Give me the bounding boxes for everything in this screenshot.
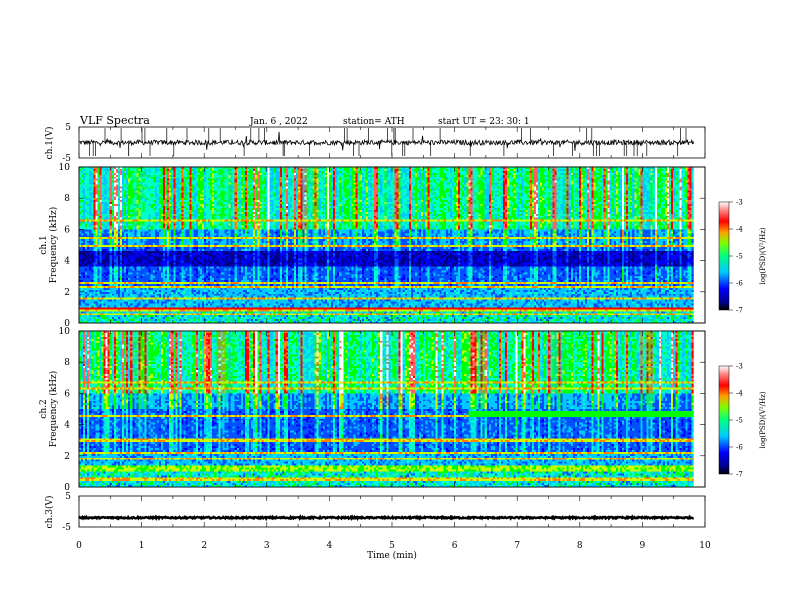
freq-tick-label: 4 [64,421,70,431]
ch1-ylabel: ch.1(V) [44,127,55,160]
ch2-spectrogram-ticks [78,330,706,488]
ch1-waveform-panel: 5 -5 ch.1(V) [44,123,706,164]
station-label: station= ATH [343,117,405,127]
ch1-spectrogram-image [79,167,694,323]
freq-tick-label: 0 [64,483,70,493]
colorbar-tick-label: -6 [736,280,743,288]
freq-tick-label: 4 [64,257,70,267]
colorbar-tick-label: -5 [736,253,743,261]
waveform-line [78,131,695,151]
ch3-waveform-trace [78,514,694,522]
ch1-colorbar: -3 -4 -5 -6 -7 log(PSD)(V²/Hz) [718,199,767,315]
time-tick-label: 7 [514,541,520,551]
ch1-colorbar-label: log(PSD)(V²/Hz) [759,227,767,284]
ch2-spec-ylabel-freq: Frequency (kHz) [48,371,59,448]
ch1-ytick-top: 5 [65,123,71,133]
time-tick-label: 0 [76,541,82,551]
colorbar-tick-label: -7 [736,471,743,479]
ch1-waveform-trace [78,128,695,156]
ch2-spectrogram-ytick-labels: 0 2 4 6 8 10 [59,327,71,493]
time-tick-label: 4 [327,541,333,551]
waveform-line [78,514,694,522]
ch3-ytick-top: 5 [65,492,71,502]
ch2-colorbar-label: log(PSD)(V²/Hz) [759,391,767,448]
time-axis-tick-labels: 0 1 2 3 4 5 6 7 8 9 10 [76,541,711,551]
freq-tick-label: 2 [64,288,70,298]
spectrogram-raster [79,167,694,323]
ch2-spec-ylabel-channel: ch.2 [39,399,49,418]
colorbar-tick-label: -6 [736,444,743,452]
ch1-ytick-bottom: -5 [62,154,71,164]
freq-tick-label: 8 [64,194,70,204]
ch2-spectrogram-image [79,331,694,487]
time-tick-label: 5 [389,541,395,551]
freq-tick-label: 2 [64,452,70,462]
colorbar-tick-label: -3 [736,363,743,371]
freq-tick-label: 10 [59,163,71,173]
spectrogram-raster [79,331,694,487]
time-tick-label: 3 [264,541,270,551]
ch2-colorbar-ticks: -3 -4 -5 -6 -7 [729,363,743,479]
freq-tick-label: 6 [64,225,70,235]
ch3-ylabel: ch.3(V) [44,496,55,529]
freq-tick-label: 10 [59,327,71,337]
ch3-frame-ticks [78,496,706,527]
colorbar-tick-label: -7 [736,307,743,315]
ch1-colorbar-ticks: -3 -4 -5 -6 -7 [729,199,743,315]
freq-tick-label: 0 [64,319,70,329]
time-tick-label: 1 [139,541,145,551]
ch1-spec-ylabel-channel: ch.1 [39,235,49,254]
time-tick-label: 6 [452,541,458,551]
freq-tick-label: 8 [64,358,70,368]
time-tick-label: 9 [640,541,646,551]
time-tick-label: 2 [201,541,207,551]
date-label: Jan. 6 , 2022 [249,117,308,127]
colorbar-tick-label: -4 [736,390,743,398]
time-tick-label: 10 [699,541,711,551]
start-time-label: start UT = 23: 30: 1 [438,117,530,127]
colorbar-tick-label: -4 [736,226,743,234]
ch2-colorbar: -3 -4 -5 -6 -7 log(PSD)(V²/Hz) [718,363,767,479]
ch3-waveform-panel: 5 -5 ch.3(V) [44,492,706,533]
time-tick-label: 8 [577,541,583,551]
ch1-frame-ticks [78,127,706,158]
colorbar-tick-label: -5 [736,417,743,425]
ch2-spectrogram-panel: 0 2 4 6 8 10 ch.2 Frequency (kHz) [39,327,706,493]
ch1-spectrogram-ytick-labels: 0 2 4 6 8 10 [59,163,71,329]
ch1-spectrogram-panel: 0 2 4 6 8 10 ch.1 Frequency (kHz) [39,163,706,329]
ch3-ytick-bottom: -5 [62,523,71,533]
time-axis-label: Time (min) [367,550,417,561]
freq-tick-label: 6 [64,389,70,399]
colorbar-tick-label: -3 [736,199,743,207]
figure-title: VLF Spectra [79,114,150,127]
ch1-spec-ylabel-freq: Frequency (kHz) [48,207,59,284]
ch1-spectrogram-ticks [78,166,706,324]
